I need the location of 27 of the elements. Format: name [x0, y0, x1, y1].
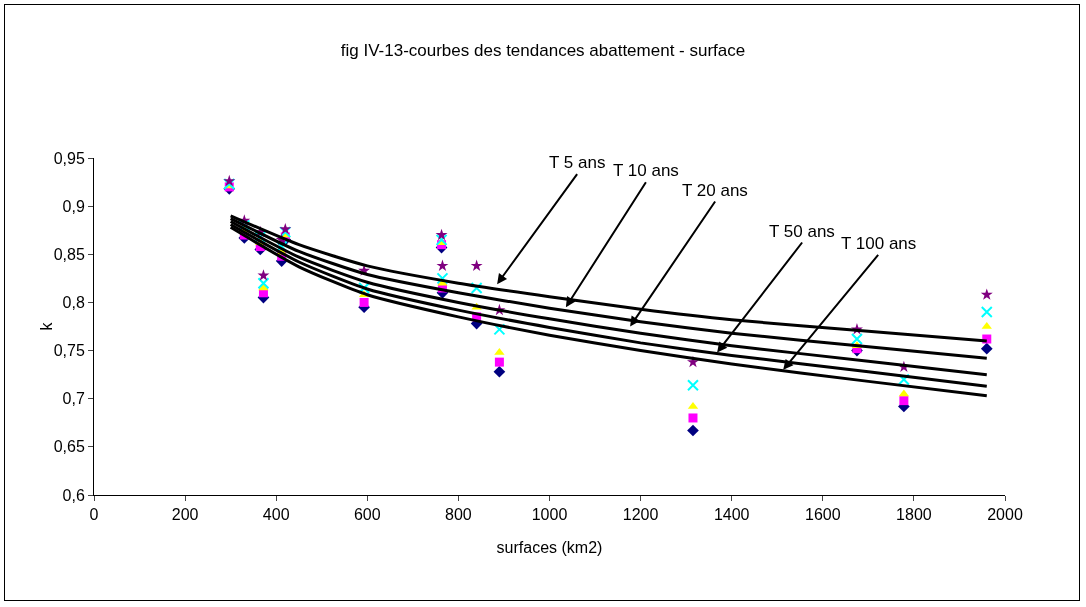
annotation: T 10 ans	[613, 161, 679, 180]
x-tick-label: 200	[171, 506, 199, 524]
x-axis-title: surfaces (km2)	[496, 539, 603, 556]
y-tick-label: 0,75	[53, 342, 85, 360]
x-tick-label: 1600	[805, 506, 841, 524]
annotation: T 100 ans	[841, 234, 917, 253]
y-axis-title: k	[38, 321, 55, 331]
y-tick-label: 0,8	[62, 294, 85, 312]
x-tick-label: 1400	[713, 506, 750, 524]
x-tick-label: 600	[353, 506, 381, 524]
y-tick-label: 0,65	[53, 438, 85, 456]
y-tick-label: 0,9	[62, 197, 85, 215]
x-tick-label: 1200	[622, 506, 659, 524]
x-tick-label: 800	[445, 506, 472, 524]
y-tick-label: 0,95	[53, 149, 85, 167]
x-tick-label: 2000	[987, 506, 1023, 524]
y-tick-label: 0,85	[53, 245, 85, 263]
x-tick-label: 1000	[531, 506, 568, 524]
annotation: T 20 ans	[682, 181, 748, 200]
x-tick-label: 1800	[896, 506, 932, 524]
y-tick-label: 0,6	[62, 486, 85, 504]
annotation: T 50 ans	[769, 222, 835, 241]
y-tick-label: 0,7	[62, 390, 85, 408]
annotation: T 5 ans	[549, 153, 606, 172]
x-tick-label: 0	[89, 506, 99, 524]
chart-title: fig IV-13-courbes des tendances abattement - surface	[340, 40, 746, 60]
x-tick-label: 400	[262, 506, 290, 524]
